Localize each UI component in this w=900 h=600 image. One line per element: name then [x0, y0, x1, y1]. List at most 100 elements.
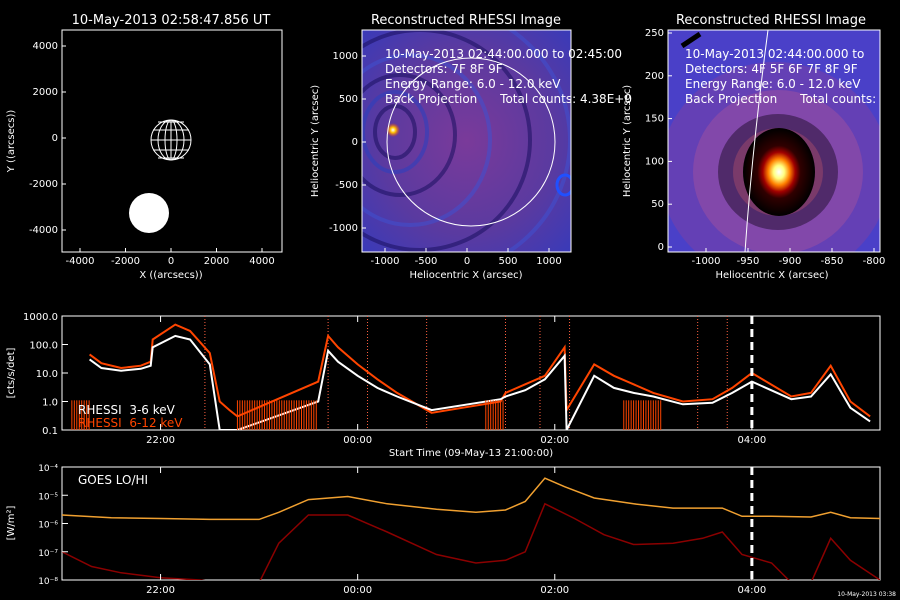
rhessi-yticks: 1000.0 100.0 10.0 1.0 0.1 [23, 312, 68, 437]
x-tick-label: -1000 [370, 256, 399, 267]
goes-series [62, 467, 880, 580]
y-tick-label: -1000 [329, 223, 358, 234]
image2-title: Reconstructed RHESSI Image [676, 13, 866, 28]
y-tick-label: -500 [335, 180, 358, 191]
overview-xticks: -4000 -2000 0 2000 4000 [65, 248, 275, 267]
x-tick-label: 0 [168, 256, 174, 267]
x-tick-label: -900 [779, 256, 802, 267]
image2-black-streak [680, 31, 702, 49]
image1-yticks: 1000 500 0 -500 -1000 [329, 51, 366, 234]
y-tick-label: 10⁻⁸ [38, 577, 58, 587]
y-tick-label: 1000.0 [23, 312, 58, 323]
overview-xlabel: X ((arcsecs)) [139, 270, 202, 281]
x-tick-label: 04:00 [737, 435, 766, 446]
image2-annotation: 10-May-2013 02:44:00.000 to Detectors: 4… [685, 47, 876, 106]
y-tick-label: 10⁻⁴ [38, 464, 58, 474]
image2-line-1: Detectors: 4F 5F 6F 7F 8F 9F [685, 62, 858, 76]
y-tick-label: 250 [645, 28, 664, 39]
image2-line-3: Back Projection Total counts: [685, 92, 876, 106]
image1-annotation: 10-May-2013 02:44:00.000 to 02:45:00 Det… [385, 47, 632, 106]
x-tick-label: 2000 [204, 256, 229, 267]
rhessi-series [89, 316, 871, 430]
y-tick-label: 50 [651, 199, 664, 210]
x-tick-label: 00:00 [343, 585, 372, 596]
goes-panel: 22:00 00:00 02:00 04:00 10⁻⁴10⁻⁵10⁻⁶10⁻⁷10⁻… [6, 464, 896, 598]
rhessi-attenuator-ticks [71, 400, 662, 430]
y-tick-label: 0 [658, 242, 664, 253]
x-tick-label: -850 [821, 256, 844, 267]
rhessi-legend-high: RHESSI 6-12 keV [78, 416, 183, 430]
image1-blue-spot [555, 173, 571, 197]
image2-solar-limb [744, 30, 769, 252]
image2-line-2: Energy Range: 6.0 - 12.0 keV [685, 77, 861, 91]
overview-title: 10-May-2013 02:58:47.856 UT [72, 13, 271, 28]
rhessi-legend-low: RHESSI 3-6 keV [78, 403, 176, 417]
image1-xlabel: Heliocentric X (arcsec) [409, 270, 522, 281]
image1-xticks: -1000 -500 0 500 1000 [370, 248, 562, 267]
x-tick-label: 22:00 [146, 435, 175, 446]
x-tick-label: -950 [737, 256, 760, 267]
image1-line-0: 10-May-2013 02:44:00.000 to 02:45:00 [385, 47, 622, 61]
x-tick-label: 04:00 [737, 585, 766, 596]
image2-yticks: 250 200 150 100 50 0 [645, 28, 672, 253]
rhessi-ylabel: [cts/s/det] [6, 348, 17, 399]
overview-ylabel: Y ((arcsecs)) [6, 110, 17, 174]
globe-icon [150, 119, 192, 161]
image1-panel: Reconstructed RHESSI Image 10-May-2013 0… [310, 13, 632, 281]
image2-frame [667, 29, 881, 253]
y-tick-label: 0 [52, 133, 58, 144]
image1-ripples [362, 30, 571, 252]
image1-line-3: Back Projection Total counts: 4.38E+0 [385, 92, 632, 106]
y-tick-label: 100 [645, 156, 664, 167]
x-tick-label: -800 [863, 256, 886, 267]
solar-limb [386, 57, 556, 227]
x-tick-label: 02:00 [540, 435, 569, 446]
y-tick-label: 10⁻⁶ [38, 521, 58, 531]
image1-line-2: Energy Range: 6.0 - 12.0 keV [385, 77, 561, 91]
rhessi-panel: 22:00 00:00 02:00 04:00 1000.0 100.0 10.0 1.0 0… [6, 312, 881, 459]
rhessi-series-line-0 [89, 334, 871, 430]
image1-ylabel: Heliocentric Y (arcsec) [310, 85, 321, 197]
x-tick-label: -500 [415, 256, 438, 267]
x-tick-label: 1000 [536, 256, 561, 267]
x-tick-label: -2000 [111, 256, 140, 267]
goes-ylabel: [W/m²] [6, 505, 17, 540]
goes-series-line-1 [62, 502, 880, 580]
image2-xlabel: Heliocentric X (arcsec) [715, 270, 828, 281]
y-tick-label: 200 [645, 71, 664, 82]
goes-frame [61, 466, 881, 581]
y-tick-label: 0.1 [42, 426, 58, 437]
image2-line-0: 10-May-2013 02:44:00.000 to [685, 47, 864, 61]
image1-title: Reconstructed RHESSI Image [371, 13, 561, 28]
y-tick-label: 4000 [33, 41, 58, 52]
x-tick-label: -4000 [65, 256, 94, 267]
x-tick-label: -1000 [691, 256, 720, 267]
y-tick-label: 2000 [33, 87, 58, 98]
goes-stamp: 10-May-2013 03:38 [837, 591, 896, 598]
y-tick-label: 1000 [333, 51, 358, 62]
y-tick-label: 500 [339, 94, 358, 105]
x-tick-label: 22:00 [146, 585, 175, 596]
image2-xticks: -1000 -950 -900 -850 -800 [691, 248, 885, 267]
y-tick-label: -4000 [29, 225, 58, 236]
y-tick-label: -2000 [29, 179, 58, 190]
rhessi-xticks: 22:00 00:00 02:00 04:00 [146, 316, 766, 446]
image1-line-1: Detectors: 7F 8F 9F [385, 62, 503, 76]
image2-flare-source [743, 128, 815, 216]
y-tick-label: 100.0 [29, 341, 58, 352]
y-tick-label: 150 [645, 114, 664, 125]
y-tick-label: 1.0 [42, 398, 58, 409]
image2-panel: Reconstructed RHESSI Image 10-May-2013 0… [622, 13, 885, 281]
goes-series-line-0 [62, 477, 880, 521]
y-tick-label: 0 [352, 137, 358, 148]
x-tick-label: 0 [464, 256, 470, 267]
y-tick-label: 10⁻⁵ [38, 492, 58, 502]
overview-panel: 10-May-2013 02:58:47.856 UT X ((arcsecs)… [6, 13, 283, 281]
image2-ylabel: Heliocentric Y (arcsec) [622, 85, 633, 197]
rhessi-xlabel: Start Time (09-May-13 21:00:00) [389, 448, 553, 459]
y-tick-label: 10.0 [36, 369, 58, 380]
x-tick-label: 02:00 [540, 585, 569, 596]
x-tick-label: 00:00 [343, 435, 372, 446]
goes-label: GOES LO/HI [78, 473, 148, 487]
